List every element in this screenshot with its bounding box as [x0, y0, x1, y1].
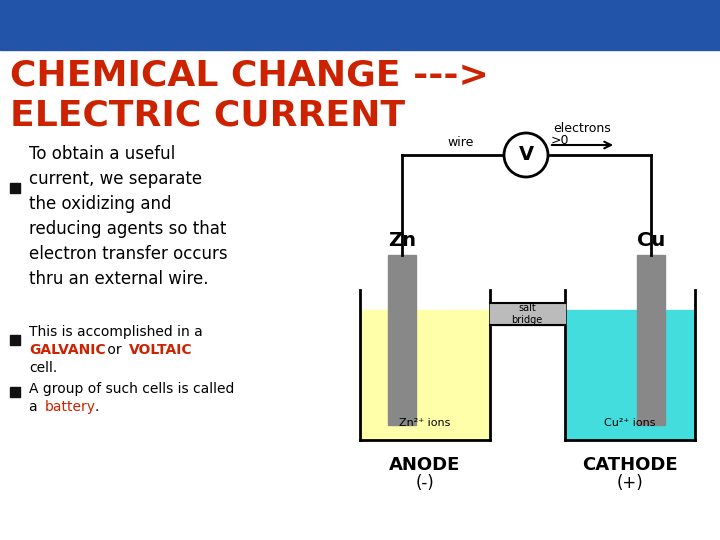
Text: To obtain a useful
current, we separate
the oxidizing and
reducing agents so tha: To obtain a useful current, we separate … — [29, 145, 228, 288]
Text: Zn²⁺ ions: Zn²⁺ ions — [400, 418, 451, 428]
Text: Cu: Cu — [637, 231, 665, 250]
Text: A group of such cells is called: A group of such cells is called — [29, 382, 235, 396]
Text: wire: wire — [448, 136, 474, 149]
Text: Zn: Zn — [388, 231, 416, 250]
Text: GALVANIC: GALVANIC — [29, 343, 106, 357]
Text: ANODE: ANODE — [390, 456, 461, 474]
Text: This is accomplished in a: This is accomplished in a — [29, 325, 203, 339]
Text: CHEMICAL CHANGE --->: CHEMICAL CHANGE ---> — [10, 58, 489, 92]
Text: cell.: cell. — [29, 361, 58, 375]
Text: Cu²⁺ ions: Cu²⁺ ions — [604, 418, 656, 428]
Text: ELECTRIC CURRENT: ELECTRIC CURRENT — [10, 98, 405, 132]
FancyArrowPatch shape — [552, 141, 611, 149]
Text: (+): (+) — [616, 474, 644, 492]
Text: battery: battery — [45, 400, 96, 414]
Text: >0: >0 — [551, 133, 570, 146]
Text: .: . — [95, 400, 99, 414]
Bar — [565, 310, 695, 440]
Bar — [0, 0, 720, 50]
Bar — [637, 255, 665, 425]
Bar — [388, 255, 416, 425]
Text: CATHODE: CATHODE — [582, 456, 678, 474]
Bar — [490, 303, 565, 325]
Text: salt
bridge: salt bridge — [511, 303, 543, 325]
Text: V: V — [518, 145, 534, 165]
Text: a: a — [29, 400, 42, 414]
Bar — [360, 310, 490, 440]
Text: VOLTAIC: VOLTAIC — [129, 343, 193, 357]
Text: or: or — [103, 343, 126, 357]
Text: (-): (-) — [415, 474, 434, 492]
Circle shape — [504, 133, 548, 177]
Text: electrons: electrons — [553, 122, 611, 135]
